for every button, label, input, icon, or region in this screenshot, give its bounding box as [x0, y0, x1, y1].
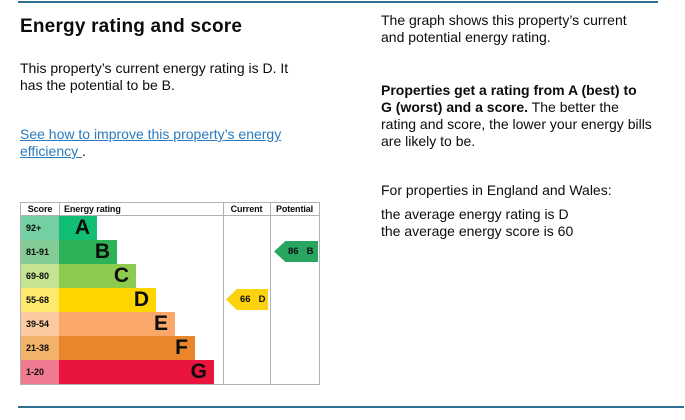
header-energy-rating: Energy rating — [59, 203, 223, 215]
potential-rating-marker: 86 B — [274, 241, 318, 262]
page-title: Energy rating and score — [20, 16, 243, 37]
improve-efficiency-link[interactable]: See how to improve this property’s energ… — [20, 126, 281, 159]
current-column-border — [223, 203, 224, 384]
current-band-letter: D — [258, 294, 266, 305]
header-current: Current — [230, 204, 263, 214]
band-row-a: 92+ A — [21, 216, 319, 240]
rating-explanation-line-2: G (worst) and a score. The better the — [381, 99, 652, 116]
summary-line-2: has the potential to be B. — [20, 77, 175, 93]
potential-band-letter: B — [306, 246, 314, 257]
potential-column-border — [270, 203, 271, 384]
band-row-f: 21-38 F — [21, 336, 319, 360]
band-row-d: 55-68 D — [21, 288, 319, 312]
current-rating-summary: This property’s current energy rating is… — [20, 60, 288, 94]
rating-bold-line-1: Properties get a rating from A (best) to — [381, 82, 637, 98]
improve-efficiency-link-block: See how to improve this property’s energ… — [20, 126, 281, 160]
graph-description-line-2: and potential energy rating. — [381, 29, 551, 45]
bottom-divider-rule — [18, 406, 684, 408]
band-b-score-range: 81-91 — [21, 240, 59, 264]
band-a-bar: A — [59, 216, 97, 240]
band-row-e: 39-54 E — [21, 312, 319, 336]
band-row-b: 81-91 B — [21, 240, 319, 264]
header-score: Score — [27, 204, 53, 214]
rating-rest-line-2: The better the — [528, 99, 619, 115]
average-rating-line: the average energy rating is D — [381, 206, 569, 222]
current-rating-marker: 66 D — [226, 289, 268, 310]
band-c-score-range: 69-80 — [21, 264, 59, 288]
link-line-2: efficiency — [20, 143, 79, 159]
band-d-score-range: 55-68 — [21, 288, 59, 312]
rating-explanation-line-3: rating and score, the lower your energy … — [381, 116, 652, 132]
band-row-g: 1-20 G — [21, 360, 319, 384]
average-values: the average energy rating is D the avera… — [381, 206, 573, 240]
band-f-bar: F — [59, 336, 195, 360]
band-d-bar: D — [59, 288, 156, 312]
band-row-c: 69-80 C — [21, 264, 319, 288]
band-b-bar: B — [59, 240, 117, 264]
link-line-1: See how to improve this property’s energ… — [20, 126, 282, 142]
current-score-value: 66 — [240, 294, 251, 305]
band-e-score-range: 39-54 — [21, 312, 59, 336]
band-a-score-range: 92+ — [21, 216, 59, 240]
band-g-score-range: 1-20 — [21, 360, 59, 384]
graph-header-row: Score Energy rating Current Potential — [21, 203, 319, 216]
band-c-bar: C — [59, 264, 136, 288]
summary-line-1: This property’s current energy rating is… — [20, 60, 289, 76]
link-period: . — [82, 143, 86, 159]
band-g-bar: G — [59, 360, 214, 384]
rating-explanation-line-1: Properties get a rating from A (best) to — [381, 82, 652, 99]
band-f-score-range: 21-38 — [21, 336, 59, 360]
header-potential: Potential — [275, 204, 314, 214]
top-divider-rule — [18, 1, 658, 3]
potential-score-value: 86 — [288, 246, 299, 257]
rating-explanation: Properties get a rating from A (best) to… — [381, 82, 652, 150]
band-e-bar: E — [59, 312, 175, 336]
energy-rating-graph-inner: Score Energy rating Current Potential 92… — [21, 203, 319, 384]
england-wales-heading: For properties in England and Wales: — [381, 182, 612, 198]
rating-bold-line-2: G (worst) and a score. — [381, 99, 529, 115]
average-score-line: the average energy score is 60 — [381, 223, 574, 239]
graph-description-line-1: The graph shows this property’s current — [381, 12, 627, 28]
energy-rating-graph: Score Energy rating Current Potential 92… — [20, 202, 320, 385]
rating-explanation-line-4: are likely to be. — [381, 133, 476, 149]
graph-description: The graph shows this property’s current … — [381, 12, 627, 46]
